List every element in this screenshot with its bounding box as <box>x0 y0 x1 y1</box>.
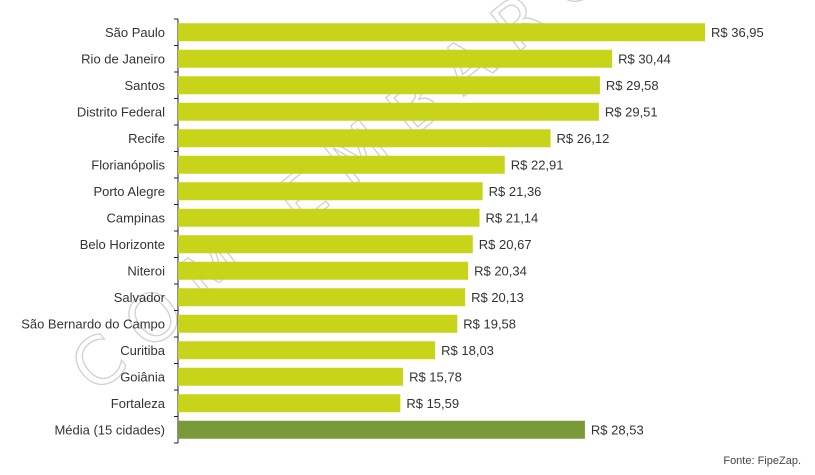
value-label: R$ 21,14 <box>486 210 539 225</box>
bar <box>178 129 551 148</box>
bar <box>178 182 483 201</box>
category-label: Salvador <box>114 290 166 305</box>
value-label: R$ 19,58 <box>463 316 516 331</box>
value-label: R$ 26,12 <box>557 131 610 146</box>
value-label: R$ 15,59 <box>406 396 459 411</box>
value-label: R$ 29,51 <box>605 104 658 119</box>
category-label: São Paulo <box>105 25 165 40</box>
category-label: Campinas <box>106 210 165 225</box>
category-label: São Bernardo do Campo <box>21 316 165 331</box>
bar <box>178 49 613 68</box>
value-label: R$ 29,58 <box>606 78 659 93</box>
category-label: Rio de Janeiro <box>81 51 165 66</box>
category-label: Niteroi <box>127 263 165 278</box>
bar <box>178 420 585 439</box>
value-label: R$ 20,13 <box>471 290 524 305</box>
bar <box>178 76 600 95</box>
bar <box>178 288 466 307</box>
category-label: Belo Horizonte <box>80 237 165 252</box>
value-label: R$ 20,67 <box>479 237 532 252</box>
category-label: Goiânia <box>120 369 166 384</box>
bar <box>178 341 436 360</box>
bar <box>178 235 473 254</box>
bar <box>178 261 469 280</box>
bar <box>178 23 705 42</box>
value-label: R$ 21,36 <box>489 184 542 199</box>
category-label: Santos <box>125 78 166 93</box>
bar <box>178 367 404 386</box>
value-label: R$ 30,44 <box>618 51 671 66</box>
category-label: Distrito Federal <box>77 104 165 119</box>
bar <box>178 155 505 174</box>
category-label: Porto Alegre <box>93 184 165 199</box>
category-label: Recife <box>128 131 165 146</box>
category-label: Média (15 cidades) <box>54 422 165 437</box>
bar <box>178 394 401 413</box>
value-label: R$ 36,95 <box>711 25 764 40</box>
value-label: R$ 20,34 <box>474 263 527 278</box>
bar <box>178 314 458 333</box>
category-label: Curitiba <box>120 343 166 358</box>
bar <box>178 102 599 121</box>
bar <box>178 208 480 227</box>
category-label: Fortaleza <box>111 396 166 411</box>
category-label: Florianópolis <box>91 157 165 172</box>
value-label: R$ 28,53 <box>591 422 644 437</box>
chart-source: Fonte: FipeZap. <box>723 455 801 467</box>
value-label: R$ 18,03 <box>441 343 494 358</box>
value-label: R$ 22,91 <box>511 157 564 172</box>
value-label: R$ 15,78 <box>409 369 462 384</box>
